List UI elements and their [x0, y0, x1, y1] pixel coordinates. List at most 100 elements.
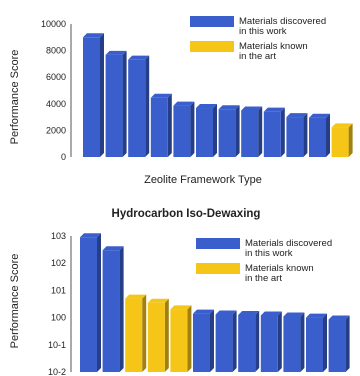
- bar-side: [164, 298, 169, 372]
- bar-top: [147, 298, 169, 303]
- bar-front: [309, 117, 326, 157]
- bar-side: [187, 305, 192, 372]
- bar-top: [286, 113, 308, 118]
- y-tick-label: 10000: [41, 19, 66, 29]
- legend-label: in this work: [245, 248, 293, 259]
- bar-side: [145, 55, 150, 157]
- bar-side: [258, 106, 263, 157]
- bar: [331, 123, 353, 157]
- bar: [150, 93, 172, 157]
- bar: [241, 106, 263, 157]
- legend-label: Materials discovered: [245, 238, 332, 249]
- bar: [309, 113, 330, 157]
- y-tick-label: 10-2: [48, 367, 66, 376]
- bar-top: [306, 313, 327, 318]
- bar: [328, 315, 350, 372]
- bar: [125, 294, 147, 372]
- bar-top: [170, 305, 192, 310]
- y-tick-label: 10-1: [48, 340, 66, 350]
- bar-front: [215, 314, 233, 372]
- bar-front: [283, 316, 301, 372]
- bar-side: [323, 313, 327, 372]
- bar: [170, 305, 192, 372]
- bar-side: [167, 93, 172, 157]
- bar-top: [331, 123, 353, 128]
- bar-front: [102, 250, 120, 372]
- bar-top: [83, 33, 104, 38]
- y-tick-label: 100: [51, 313, 66, 323]
- bar-front: [173, 105, 191, 157]
- y-tick-label: 102: [51, 258, 66, 268]
- bars: [83, 33, 353, 157]
- bar-top: [215, 310, 237, 315]
- legend-label: Materials known: [239, 41, 308, 52]
- bar-top: [128, 55, 150, 60]
- bar-side: [280, 107, 285, 157]
- bar-top: [150, 93, 172, 98]
- bar: [196, 104, 217, 157]
- bar-top: [241, 106, 263, 111]
- bar-side: [348, 123, 353, 157]
- legend-label: in the art: [239, 51, 276, 62]
- chart-title: Hydrocarbon Iso-Dewaxing: [112, 208, 261, 220]
- bar: [128, 55, 150, 157]
- legend-swatch: [190, 41, 234, 52]
- bar-front: [328, 319, 346, 372]
- bar-side: [213, 104, 217, 157]
- bar-front: [147, 302, 165, 372]
- bar-top: [283, 312, 305, 317]
- bar-top: [328, 315, 350, 320]
- bar-front: [128, 59, 146, 157]
- bar-top: [309, 113, 330, 118]
- y-tick-label: 8000: [46, 46, 66, 56]
- bar-top: [173, 101, 195, 106]
- bar: [83, 33, 104, 157]
- bars: [80, 233, 350, 372]
- bar: [105, 50, 127, 157]
- bar-top: [80, 233, 101, 238]
- bar: [286, 113, 308, 157]
- bar-top: [193, 309, 214, 314]
- legend-swatch: [196, 238, 240, 249]
- y-tick-label: 0: [61, 152, 66, 162]
- bar: [193, 309, 214, 372]
- bar: [215, 310, 237, 372]
- bar: [102, 246, 124, 372]
- y-tick-label: 4000: [46, 99, 66, 109]
- bar-top: [238, 310, 260, 315]
- bar-front: [331, 127, 349, 157]
- bar-front: [286, 117, 304, 157]
- bar-front: [125, 298, 143, 372]
- bar-side: [326, 113, 330, 157]
- bar-front: [218, 109, 236, 157]
- chart-performance-scores: Performance Score Zeolite Framework Type…: [9, 16, 353, 186]
- bar: [147, 298, 169, 372]
- y-tick-label: 6000: [46, 72, 66, 82]
- bar-side: [119, 246, 124, 372]
- bar-front: [150, 97, 168, 157]
- bar-front: [193, 313, 210, 372]
- bar-top: [125, 294, 147, 299]
- y-tick-label: 2000: [46, 125, 66, 135]
- bar-side: [210, 309, 214, 372]
- legend-swatch: [190, 16, 234, 27]
- bar: [173, 101, 195, 157]
- bar-top: [263, 107, 285, 112]
- y-tick-labels: 10-2 10-1 100 101 102 103: [48, 231, 66, 376]
- y-axis-title: Performance Score: [9, 254, 21, 349]
- y-axis-title: Performance Score: [9, 50, 21, 145]
- bar-top: [102, 246, 124, 251]
- bar-top: [218, 105, 240, 110]
- bar: [283, 312, 305, 372]
- bar-front: [306, 317, 323, 372]
- legend-swatch: [196, 263, 240, 274]
- bar-top: [260, 311, 282, 316]
- bar: [80, 233, 101, 372]
- legend-label: in this work: [239, 26, 287, 37]
- bar-side: [190, 101, 195, 157]
- bar: [263, 107, 285, 157]
- bar-side: [235, 105, 240, 157]
